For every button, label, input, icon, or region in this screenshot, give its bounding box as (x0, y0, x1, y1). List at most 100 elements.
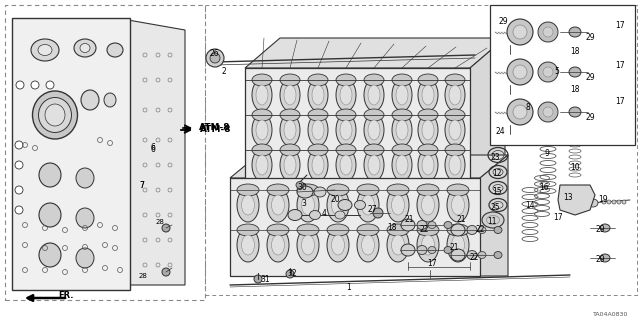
Ellipse shape (256, 155, 268, 175)
Text: 14: 14 (525, 202, 535, 211)
Ellipse shape (256, 85, 268, 105)
Ellipse shape (417, 228, 439, 262)
Bar (245, 68, 470, 213)
Ellipse shape (327, 184, 349, 196)
Ellipse shape (392, 114, 412, 146)
Ellipse shape (451, 235, 465, 255)
Ellipse shape (297, 188, 319, 222)
Text: FR.: FR. (58, 291, 74, 300)
Ellipse shape (237, 228, 259, 262)
Text: 25: 25 (490, 203, 500, 211)
Ellipse shape (340, 85, 352, 105)
Text: 7: 7 (140, 181, 145, 189)
Ellipse shape (252, 144, 272, 156)
Ellipse shape (422, 195, 435, 215)
Ellipse shape (538, 62, 558, 82)
Ellipse shape (74, 39, 96, 57)
Ellipse shape (588, 199, 598, 207)
Ellipse shape (392, 235, 404, 255)
Ellipse shape (38, 98, 72, 132)
Bar (205, 5, 637, 295)
Ellipse shape (507, 59, 533, 85)
Ellipse shape (396, 85, 408, 105)
Ellipse shape (538, 102, 558, 122)
Text: 17: 17 (615, 98, 625, 107)
Text: ATM-8: ATM-8 (200, 125, 232, 135)
Ellipse shape (267, 184, 289, 196)
Ellipse shape (467, 250, 477, 259)
Text: 27: 27 (367, 205, 377, 214)
Ellipse shape (364, 74, 384, 86)
Ellipse shape (314, 187, 326, 197)
Ellipse shape (418, 114, 438, 146)
Text: 26: 26 (209, 48, 219, 57)
Ellipse shape (538, 22, 558, 42)
Ellipse shape (357, 224, 379, 236)
Ellipse shape (517, 100, 539, 116)
Text: 19: 19 (598, 196, 608, 204)
Bar (5, 5, 205, 300)
Ellipse shape (569, 27, 581, 37)
Ellipse shape (280, 74, 300, 86)
Ellipse shape (548, 69, 556, 75)
Text: 29: 29 (585, 33, 595, 42)
Ellipse shape (206, 49, 224, 67)
Text: 17: 17 (553, 212, 563, 221)
Ellipse shape (308, 74, 328, 86)
Ellipse shape (368, 85, 380, 105)
Ellipse shape (447, 188, 469, 222)
Bar (490, 5, 635, 145)
Ellipse shape (362, 195, 374, 215)
Ellipse shape (422, 235, 435, 255)
Ellipse shape (252, 79, 272, 111)
Ellipse shape (569, 67, 581, 77)
Bar (12, 18, 130, 290)
Ellipse shape (254, 275, 262, 283)
Text: 28: 28 (139, 273, 147, 279)
Ellipse shape (308, 144, 328, 156)
Ellipse shape (280, 149, 300, 181)
Text: 1: 1 (347, 283, 351, 292)
Ellipse shape (517, 124, 539, 140)
Text: 7: 7 (140, 181, 145, 189)
Ellipse shape (513, 25, 527, 39)
Ellipse shape (445, 79, 465, 111)
Ellipse shape (362, 235, 374, 255)
Ellipse shape (46, 81, 54, 89)
Ellipse shape (447, 184, 469, 196)
Ellipse shape (284, 155, 296, 175)
Text: 32: 32 (287, 270, 297, 278)
Ellipse shape (280, 114, 300, 146)
Ellipse shape (357, 188, 379, 222)
Text: TA04A0830: TA04A0830 (593, 311, 628, 316)
Ellipse shape (357, 184, 379, 196)
Ellipse shape (327, 228, 349, 262)
Ellipse shape (301, 235, 314, 255)
Text: 16: 16 (539, 182, 549, 191)
Ellipse shape (364, 149, 384, 181)
Ellipse shape (336, 79, 356, 111)
Ellipse shape (308, 79, 328, 111)
Ellipse shape (340, 155, 352, 175)
Ellipse shape (392, 144, 412, 156)
Ellipse shape (428, 247, 436, 254)
Ellipse shape (387, 224, 409, 236)
Ellipse shape (338, 199, 352, 211)
Ellipse shape (267, 228, 289, 262)
Ellipse shape (39, 163, 61, 187)
Ellipse shape (467, 226, 477, 234)
Text: 12: 12 (492, 168, 502, 177)
Ellipse shape (312, 85, 324, 105)
Ellipse shape (401, 244, 415, 256)
Ellipse shape (312, 155, 324, 175)
Ellipse shape (39, 243, 61, 267)
Polygon shape (480, 155, 508, 276)
Ellipse shape (447, 228, 469, 262)
Ellipse shape (336, 149, 356, 181)
Ellipse shape (297, 184, 319, 196)
Text: 29: 29 (498, 18, 508, 26)
Text: 22: 22 (419, 226, 429, 234)
Ellipse shape (567, 202, 577, 212)
Polygon shape (128, 20, 185, 285)
Ellipse shape (569, 107, 581, 117)
